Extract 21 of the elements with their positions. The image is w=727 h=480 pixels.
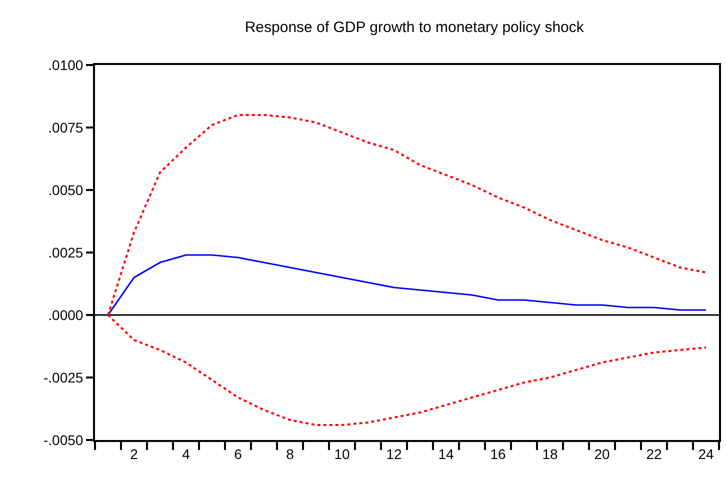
x-tick-label: 18	[542, 446, 558, 462]
x-tick-label: 22	[646, 446, 662, 462]
y-tick-label: .0025	[48, 244, 84, 260]
y-tick-label: -.0025	[43, 369, 84, 386]
y-tick-label: .0075	[48, 119, 84, 136]
x-tick-label: 12	[386, 446, 402, 462]
x-tick-label: 4	[182, 446, 190, 462]
y-tick-label: .0100	[48, 56, 84, 73]
x-tick-label: 8	[286, 446, 294, 462]
y-tick-label: -.0050	[43, 432, 84, 448]
chart-title: Response of GDP growth to monetary policy shock	[244, 19, 584, 36]
x-tick-label: 2	[130, 446, 138, 462]
line-series	[107, 254, 707, 316]
x-tick-label: 14	[438, 446, 454, 462]
x-tick-label: 16	[490, 446, 506, 462]
x-tick-label: 20	[594, 446, 610, 462]
x-tick-label: 24	[698, 446, 714, 462]
y-tick-label: .0050	[48, 182, 84, 198]
y-tick-label: .0000	[48, 306, 84, 323]
x-tick-label: 6	[234, 446, 242, 462]
x-tick-label: 10	[334, 446, 350, 462]
